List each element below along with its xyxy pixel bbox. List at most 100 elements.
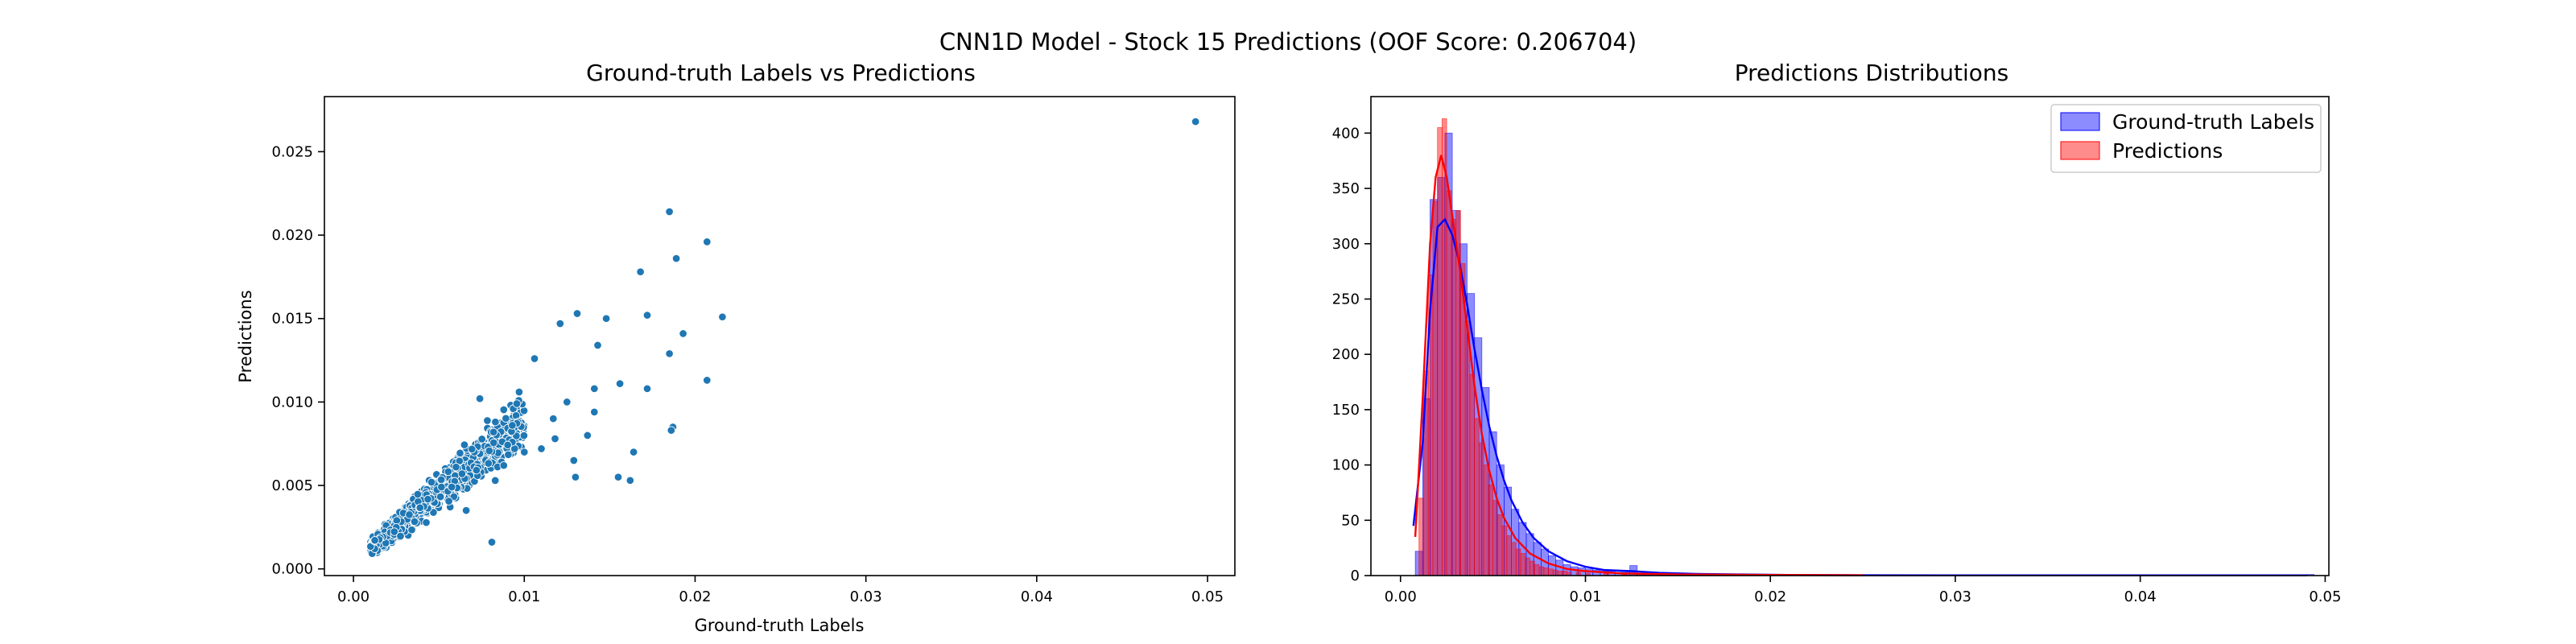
histogram-bar-predictions xyxy=(1497,514,1503,576)
scatter-x-tick-label: 0.03 xyxy=(850,588,882,605)
scatter-point xyxy=(613,473,623,481)
scatter-point xyxy=(671,254,681,263)
scatter-y-tick-label: 0.000 xyxy=(271,561,313,578)
histogram-bar-predictions xyxy=(1543,568,1549,576)
histogram-bar-predictions xyxy=(1525,557,1530,576)
scatter-point xyxy=(629,448,638,456)
scatter-point xyxy=(390,527,399,536)
scatter-point xyxy=(519,431,529,440)
scatter-point xyxy=(461,506,471,515)
histogram-bar-predictions xyxy=(1501,525,1508,576)
scatter-x-tick-label: 0.01 xyxy=(508,588,540,605)
scatter-y-tick-label: 0.005 xyxy=(271,477,313,494)
histogram-subplot: Predictions Distributions 0.00 0.01 0.02 0.… xyxy=(1332,60,2342,605)
scatter-point xyxy=(487,538,497,547)
scatter-subplot: Ground-truth Labels vs Predictions 0.00 0… xyxy=(236,60,1236,635)
scatter-frame xyxy=(324,96,1236,576)
scatter-point xyxy=(590,407,599,417)
scatter-point xyxy=(508,421,517,430)
histogram-bar-predictions xyxy=(1437,127,1443,576)
scatter-y-axis: 0.000 0.005 0.010 0.015 0.020 0.025 xyxy=(271,143,324,578)
scatter-point xyxy=(530,354,539,363)
scatter-y-label: Predictions xyxy=(236,290,255,382)
scatter-y-tick-label: 0.020 xyxy=(271,227,313,244)
scatter-point xyxy=(499,460,509,470)
scatter-point xyxy=(490,476,500,485)
scatter-point xyxy=(590,384,599,394)
scatter-point xyxy=(665,207,674,217)
kde-line-predictions xyxy=(1414,155,1864,576)
scatter-point xyxy=(457,469,467,478)
scatter-point xyxy=(489,427,498,436)
histogram-bar-predictions xyxy=(1520,553,1526,576)
scatter-point xyxy=(437,482,446,492)
histogram-bar-predictions xyxy=(1552,569,1558,576)
scatter-point xyxy=(1191,117,1200,126)
scatter-point xyxy=(475,394,485,403)
scatter-x-tick-label: 0.05 xyxy=(1191,588,1224,605)
scatter-point xyxy=(665,349,674,358)
scatter-point xyxy=(625,476,635,485)
histogram-bar-predictions xyxy=(1488,484,1494,576)
histogram-bar-predictions xyxy=(1548,568,1554,576)
scatter-point xyxy=(422,518,431,527)
scatter-point xyxy=(549,414,558,423)
scatter-point xyxy=(468,444,477,454)
histogram-bars xyxy=(1414,118,2314,576)
histogram-title: Predictions Distributions xyxy=(1735,60,2009,86)
histogram-x-axis: 0.00 0.01 0.02 0.03 0.04 0.05 xyxy=(1385,576,2341,605)
histogram-bar-predictions xyxy=(1442,118,1447,576)
scatter-point xyxy=(593,341,602,350)
histogram-y-tick-label: 200 xyxy=(1332,346,1360,363)
scatter-point xyxy=(483,416,492,425)
scatter-point xyxy=(642,384,652,394)
histogram-y-axis: 0 50 100 150 200 250 300 350 400 xyxy=(1332,125,1371,584)
scatter-points xyxy=(366,117,1200,558)
histogram-frame xyxy=(1370,96,2330,576)
histogram-x-tick-label: 0.03 xyxy=(1939,588,1971,605)
legend: Ground-truth Labels Predictions xyxy=(2050,104,2322,173)
histogram-bar-predictions xyxy=(1446,190,1452,576)
scatter-point xyxy=(703,376,712,385)
histogram-y-tick-label: 100 xyxy=(1332,457,1360,474)
scatter-point xyxy=(407,525,416,535)
scatter-x-tick-label: 0.02 xyxy=(679,588,711,605)
histogram-bar-predictions xyxy=(1492,500,1498,576)
scatter-point xyxy=(444,467,453,477)
scatter-point xyxy=(436,492,445,502)
histogram-bar-predictions xyxy=(1474,418,1480,576)
scatter-point xyxy=(636,267,645,276)
histogram-y-tick-label: 0 xyxy=(1351,568,1360,584)
histogram-bar-predictions xyxy=(1483,464,1489,576)
scatter-point xyxy=(370,535,379,545)
histogram-x-tick-label: 0.01 xyxy=(1569,588,1601,605)
scatter-point xyxy=(427,477,436,487)
scatter-point xyxy=(555,319,565,328)
histogram-x-tick-label: 0.04 xyxy=(2124,588,2157,605)
legend-swatch-ground-truth xyxy=(2060,112,2100,131)
scatter-point xyxy=(667,426,676,435)
histogram-bar-predictions xyxy=(1506,535,1513,576)
scatter-x-label: Ground-truth Labels xyxy=(695,616,865,635)
histogram-bar-predictions xyxy=(1562,571,1567,576)
legend-label-predictions: Predictions xyxy=(2112,139,2223,163)
histogram-y-tick-label: 250 xyxy=(1332,291,1360,308)
scatter-point xyxy=(413,489,423,499)
scatter-point xyxy=(423,494,432,504)
scatter-title: Ground-truth Labels vs Predictions xyxy=(586,60,976,86)
scatter-y-tick-label: 0.015 xyxy=(271,311,313,328)
histogram-x-tick-label: 0.05 xyxy=(2309,588,2341,605)
scatter-point xyxy=(477,435,486,444)
legend-label-ground-truth: Ground-truth Labels xyxy=(2112,110,2314,134)
scatter-y-tick-label: 0.010 xyxy=(271,394,313,411)
scatter-point xyxy=(571,473,580,481)
scatter-point xyxy=(436,475,446,485)
histogram-bar-predictions xyxy=(1557,571,1563,576)
histogram-bar-predictions xyxy=(1538,566,1545,576)
histogram-y-tick-label: 50 xyxy=(1341,512,1360,529)
scatter-y-tick-label: 0.025 xyxy=(271,143,313,160)
histogram-bar-predictions xyxy=(1418,497,1424,576)
histogram-bar-predictions xyxy=(1530,560,1535,576)
scatter-point xyxy=(514,387,524,397)
scatter-point xyxy=(410,517,419,526)
